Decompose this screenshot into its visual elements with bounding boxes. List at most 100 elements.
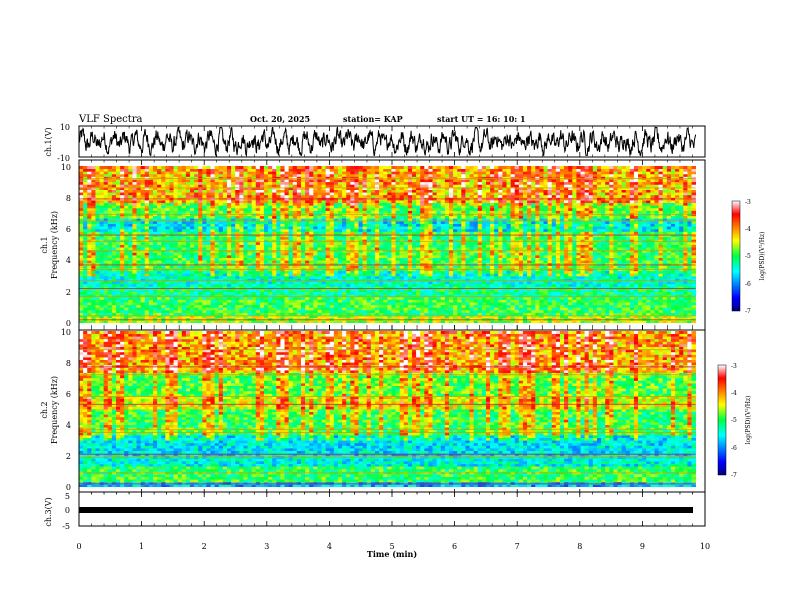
ch1-spectrogram-cell: [383, 317, 388, 321]
ch1-spectrogram-cell: [305, 304, 310, 308]
ch1-spectrogram-cell: [111, 265, 117, 269]
ch1-spectrogram-cell: [231, 241, 236, 245]
ch1-spectrogram-cell: [428, 252, 433, 256]
ch1-spectrogram-cell: [296, 273, 302, 277]
ch1-spectrogram-cell: [144, 278, 150, 282]
ch1-spectrogram-cell: [617, 252, 623, 256]
ch1-spectrogram-cell: [539, 317, 544, 321]
ch1-spectrogram-cell: [387, 273, 392, 277]
ch1-spectrogram-cell: [342, 296, 347, 300]
ch1-spectrogram-cell: [654, 299, 660, 303]
ch1-spectrogram-cell: [621, 247, 627, 251]
ch1-spectrogram-cell: [596, 239, 602, 243]
ch1-spectrogram-cell: [350, 249, 355, 253]
ch1-spectrogram-cell: [580, 239, 586, 243]
ch1-spectrogram-cell: [107, 260, 113, 264]
ch1-spectrogram-cell: [103, 281, 109, 285]
ch1-spectrogram-cell: [374, 244, 380, 248]
ch1-spectrogram-cell: [91, 273, 96, 277]
ch1-spectrogram-cell: [169, 252, 174, 256]
ch1-spectrogram-cell: [280, 270, 285, 274]
ch1-spectrogram-cell: [691, 249, 697, 253]
ch1-spectrogram-cell: [132, 288, 137, 292]
ch1-spectrogram-cell: [268, 252, 273, 256]
ch1-spectrogram-cell: [650, 257, 655, 261]
ch1-spectrogram-cell: [350, 307, 355, 311]
ch1-spectrogram-cell: [128, 265, 133, 269]
ch1-spectrogram-cell: [128, 288, 133, 292]
ch1-spectrogram-cell: [609, 270, 614, 274]
ch1-spectrogram-cell: [691, 252, 697, 256]
ch1-spectrogram-cell: [325, 291, 331, 295]
ch1-spectrogram-cell: [206, 278, 211, 282]
ch1-spectrogram-cell: [522, 262, 528, 266]
ch1-spectrogram-cell: [103, 304, 109, 308]
ch1-spectrogram-cell: [601, 304, 606, 308]
ch1-spectrogram-cell: [280, 315, 285, 319]
ch1-spectrogram-cell: [498, 296, 503, 300]
ch1-spectrogram-cell: [436, 315, 442, 319]
ch1-spectrogram-cell: [111, 236, 117, 240]
ch1-spectrogram-cell: [194, 286, 199, 290]
ch1-spectrogram-cell: [350, 291, 355, 295]
ch1-spectrogram-cell: [107, 317, 113, 321]
ch1-spectrogram-cell: [317, 296, 322, 300]
ch1-spectrogram-cell: [383, 275, 388, 279]
ch1-spectrogram-cell: [588, 283, 594, 287]
ch1-spectrogram-cell: [551, 315, 557, 319]
ch1-spectrogram-cell: [675, 315, 680, 319]
ch1-spectrogram-cell: [177, 307, 183, 311]
ch1-spectrogram-cell: [387, 288, 392, 292]
ch1-spectrogram-cell: [481, 286, 487, 290]
ch1-spectrogram-cell: [354, 249, 359, 253]
ch1-spectrogram-cell: [374, 315, 380, 319]
ch1-spectrogram-cell: [202, 291, 207, 295]
ch1-spectrogram-cell: [485, 244, 491, 248]
ch1-spectrogram-cell: [481, 241, 487, 245]
ch1-spectrogram-cell: [420, 262, 425, 266]
ch1-spectrogram-cell: [321, 315, 327, 319]
ch1-spectrogram-cell: [461, 286, 466, 290]
ch1-spectrogram-cell: [514, 296, 520, 300]
ch1-spectrogram-cell: [247, 278, 253, 282]
ch1-spectrogram-cell: [465, 302, 470, 306]
ch1-spectrogram-cell: [173, 244, 179, 248]
ch1-spectrogram-cell: [568, 299, 573, 303]
ch1-spectrogram-cell: [83, 315, 88, 319]
ch1-spectrogram-cell: [596, 309, 602, 313]
ch1-spectrogram-cell: [465, 320, 470, 323]
ch1-spectrogram-cell: [490, 244, 495, 248]
ch1-spectrogram-cell: [551, 288, 557, 292]
ch1-spectrogram-cell: [407, 312, 413, 316]
ch1-spectrogram-cell: [691, 288, 697, 292]
ch1-spectrogram-cell: [477, 241, 483, 245]
ch1-spectrogram-cell: [231, 249, 236, 253]
ch1-spectrogram-cell: [251, 262, 257, 266]
ch1-spectrogram-cell: [329, 247, 335, 251]
ch1-spectrogram-cell: [120, 304, 125, 308]
ch1-spectrogram-cell: [555, 262, 561, 266]
ch1-spectrogram-cell: [691, 317, 697, 321]
ch1-spectrogram-cell: [613, 299, 618, 303]
ch1-spectrogram-cell: [136, 236, 142, 240]
ch1-spectrogram-cell: [568, 241, 573, 245]
ch1-spectrogram-cell: [424, 249, 429, 253]
ch1-spectrogram-cell: [136, 247, 142, 251]
ch1-spectrogram-cell: [461, 307, 466, 311]
ch1-spectrogram-cell: [313, 315, 318, 319]
ch1-spectrogram-cell: [514, 309, 520, 313]
ch1-spectrogram-cell: [263, 315, 269, 319]
ch1-spectrogram-cell: [116, 241, 121, 245]
ch1-spectrogram-cell: [494, 309, 499, 313]
ch1-spectrogram-cell: [584, 302, 590, 306]
ch1-spectrogram-cell: [222, 265, 228, 269]
ch1-spectrogram-cell: [539, 302, 544, 306]
ch1-spectrogram-cell: [309, 260, 314, 264]
ch1-spectrogram-cell: [420, 294, 425, 298]
ch1-spectrogram-cell: [588, 281, 594, 285]
ch1-spectrogram-cell: [424, 312, 429, 316]
ch1-spectrogram-cell: [490, 294, 495, 298]
ch1-spectrogram-cell: [539, 241, 544, 245]
ch1-spectrogram-cell: [124, 299, 129, 303]
ch1-spectrogram-cell: [263, 288, 269, 292]
